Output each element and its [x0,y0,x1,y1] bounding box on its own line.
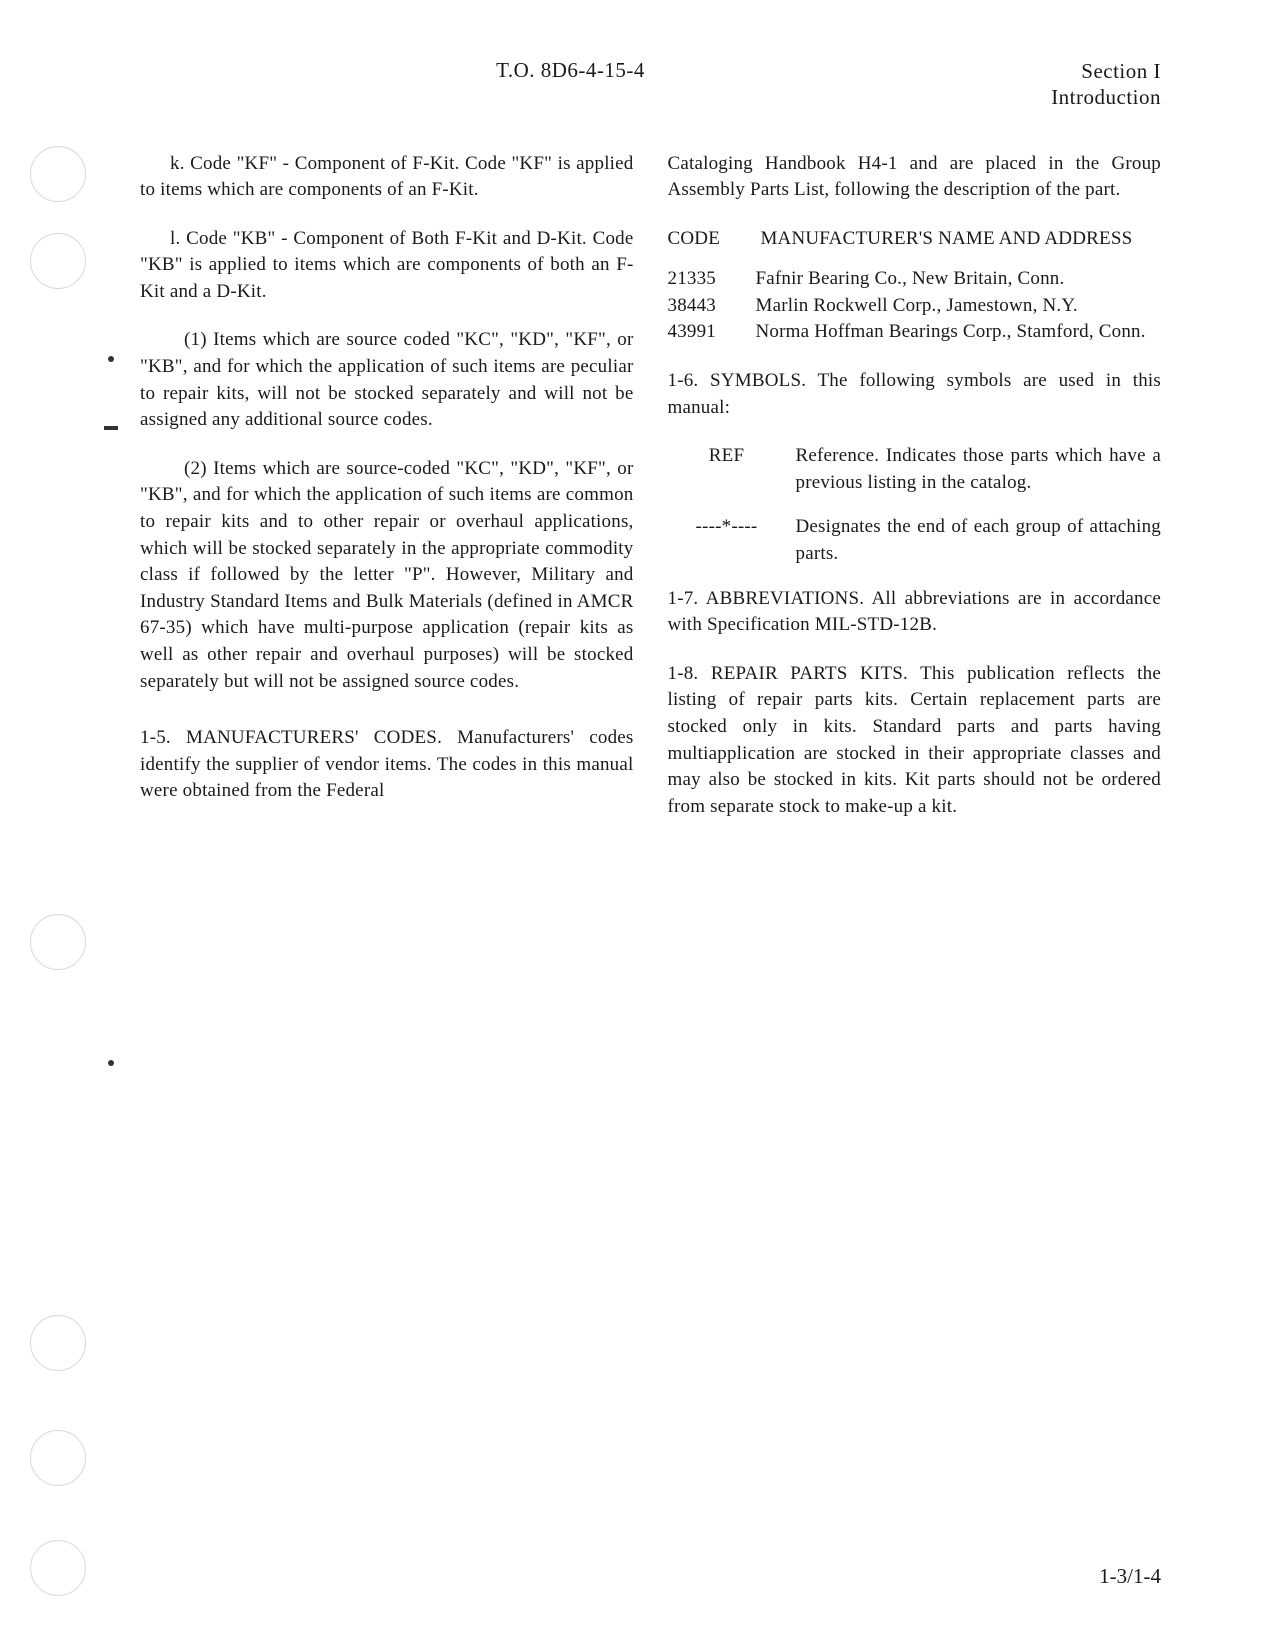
para-1-8: 1-8. REPAIR PARTS KITS. This publication… [668,661,1162,821]
section-line-1: Section I [1001,58,1161,84]
body-columns: k. Code "KF" - Component of F-Kit. Code … [140,151,1161,843]
code-value: 43991 [668,319,756,346]
punch-hole [30,146,86,202]
codes-header-code: CODE [668,226,756,253]
para-1-6: 1-6. SYMBOLS. The following symbols are … [668,368,1162,421]
symbol-row: REF Reference. Indicates those parts whi… [668,443,1162,496]
para-k: k. Code "KF" - Component of F-Kit. Code … [140,151,634,204]
symbol: ----*---- [668,514,796,567]
page-number: 1-3/1-4 [1099,1564,1161,1589]
codes-header-name: MANUFACTURER'S NAME AND ADDRESS [760,228,1132,249]
punch-holes [30,0,90,1645]
punch-hole [30,233,86,289]
manufacturer-codes: 21335 Fafnir Bearing Co., New Britain, C… [668,266,1162,346]
para-1-5: 1-5. MANUFACTURERS' CODES. Manufacturers… [140,725,634,805]
doc-id: T.O. 8D6-4-15-4 [140,58,1001,83]
para-1-7: 1-7. ABBREVIATIONS. All abbreviations ar… [668,586,1162,639]
punch-hole [30,1315,86,1371]
code-row: 21335 Fafnir Bearing Co., New Britain, C… [668,266,1162,293]
code-value: 21335 [668,266,756,293]
left-column: k. Code "KF" - Component of F-Kit. Code … [140,151,634,843]
code-desc: Marlin Rockwell Corp., Jamestown, N.Y. [756,293,1162,320]
right-column: Cataloging Handbook H4-1 and are placed … [668,151,1162,843]
punch-hole [30,1540,86,1596]
punch-hole [30,914,86,970]
symbol: REF [668,443,796,496]
stray-mark-dot [108,1060,114,1066]
code-desc: Fafnir Bearing Co., New Britain, Conn. [756,266,1162,293]
para-l: l. Code "KB" - Component of Both F-Kit a… [140,226,634,306]
para-sub-1: (1) Items which are source coded "KC", "… [140,327,634,433]
stray-mark-dot [108,356,114,362]
punch-hole [30,1430,86,1486]
symbol-def: Designates the end of each group of atta… [796,514,1162,567]
para-continuation: Cataloging Handbook H4-1 and are placed … [668,151,1162,204]
page-header: T.O. 8D6-4-15-4 Section I Introduction [140,58,1161,111]
codes-header-row: CODE MANUFACTURER'S NAME AND ADDRESS [668,226,1162,253]
symbol-row: ----*---- Designates the end of each gro… [668,514,1162,567]
code-value: 38443 [668,293,756,320]
para-sub-2: (2) Items which are source-coded "KC", "… [140,456,634,695]
section-label: Section I Introduction [1001,58,1161,111]
symbol-def: Reference. Indicates those parts which h… [796,443,1162,496]
code-row: 43991 Norma Hoffman Bearings Corp., Stam… [668,319,1162,346]
page: T.O. 8D6-4-15-4 Section I Introduction k… [0,0,1281,1645]
stray-mark-tick [104,426,118,430]
section-line-2: Introduction [1001,84,1161,110]
code-row: 38443 Marlin Rockwell Corp., Jamestown, … [668,293,1162,320]
code-desc: Norma Hoffman Bearings Corp., Stamford, … [756,319,1162,346]
